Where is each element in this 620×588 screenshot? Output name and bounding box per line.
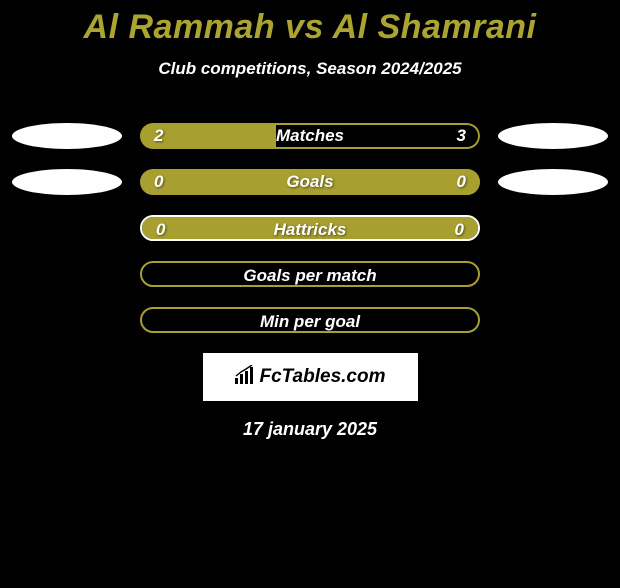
player2-badge (498, 123, 608, 149)
stat-bar: 00Goals (140, 169, 480, 195)
stat-bar: Goals per match (140, 261, 480, 287)
player1-badge (12, 169, 122, 195)
player2-badge (498, 169, 608, 195)
stat-row: 00Hattricks (0, 215, 620, 241)
stat-row: Min per goal (0, 307, 620, 333)
stats-container: 23Matches 00Goals 00Hattricks Goals per mat… (0, 123, 620, 333)
player1-badge (12, 123, 122, 149)
chart-icon (234, 365, 256, 390)
subtitle: Club competitions, Season 2024/2025 (0, 59, 620, 79)
stat-label: Goals per match (142, 263, 478, 287)
stat-bar: Min per goal (140, 307, 480, 333)
stat-label: Hattricks (142, 217, 478, 241)
stat-bar: 00Hattricks (140, 215, 480, 241)
date-text: 17 january 2025 (0, 419, 620, 440)
page-title: Al Rammah vs Al Shamrani (0, 8, 620, 47)
stat-row: Goals per match (0, 261, 620, 287)
stat-label: Min per goal (142, 309, 478, 333)
stat-row: 23Matches (0, 123, 620, 149)
stat-row: 00Goals (0, 169, 620, 195)
stat-bar: 23Matches (140, 123, 480, 149)
logo-text: FcTables.com (259, 366, 385, 388)
stat-label: Goals (140, 169, 480, 195)
fctables-logo: FcTables.com (203, 353, 418, 401)
stat-label: Matches (140, 123, 480, 149)
